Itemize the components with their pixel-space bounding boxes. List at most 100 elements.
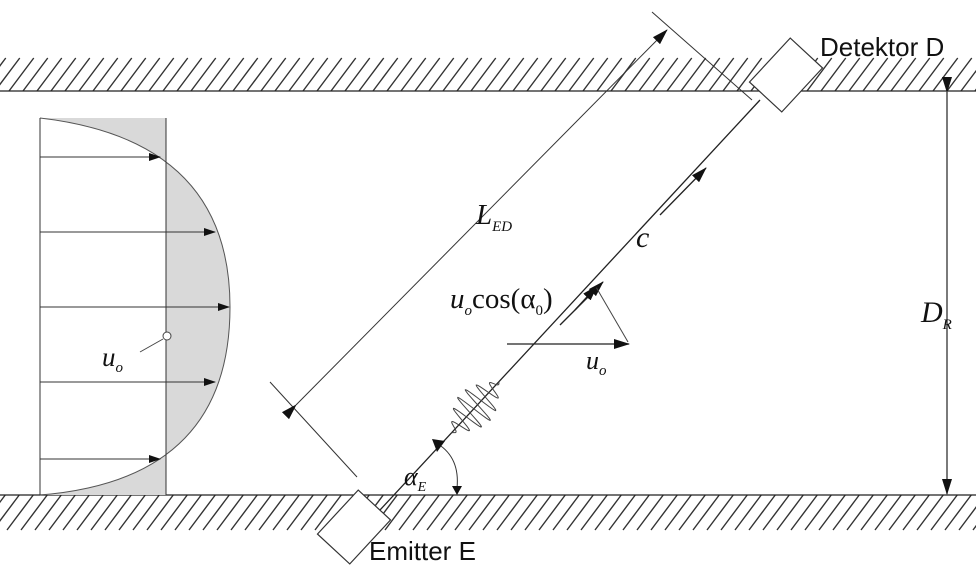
hatch-line [162,57,189,92]
hatch-line [692,494,720,531]
hatch-line [496,494,524,531]
emitter-transducer [316,489,392,565]
sound-direction-arrow [659,167,707,216]
hatch-line [64,57,91,92]
hatch-line [960,69,976,92]
hatch-line [930,494,958,531]
hatch-line [316,57,343,92]
hatch-line [708,57,735,92]
hatch-line [624,57,651,92]
hatch-line [848,57,875,92]
hatch-line [888,494,916,531]
hatch-line [216,494,244,531]
hatch-line [384,494,412,531]
hatch-line [174,494,202,531]
hatch-line [358,57,385,92]
path-length-label: LED [475,199,512,235]
hatch-line [566,494,594,531]
hatch-line [232,57,259,92]
hatch-line [734,494,762,531]
hatch-line [188,494,216,531]
hatch-line [636,494,664,531]
hatch-line [78,57,105,92]
hatch-line [722,57,749,92]
hatch-line [790,494,818,531]
hatch-line [916,494,944,531]
hatch-line [876,57,903,92]
hatch-line [846,494,874,531]
hatch-line [372,57,399,92]
projection-line [595,286,629,343]
hatch-line [650,494,678,531]
hatch-line [0,57,7,67]
hatch-line [554,57,581,92]
hatch-line [118,494,146,531]
hatch-line [832,494,860,531]
hatch-line [470,57,497,92]
detector-transducer [748,37,824,113]
hatch-line [874,494,902,531]
hatch-line [414,57,441,92]
hatch-line [580,494,608,531]
hatch-line [6,494,34,531]
flow-component-label: uocos(α0) [450,283,553,319]
hatch-line [134,57,161,92]
top-pipe-wall [0,57,976,92]
hatch-line [440,494,468,531]
hatch-line [190,57,217,92]
hatch-line [0,494,20,522]
hatch-line [680,57,707,92]
flow-velocity-vector-label: uo [586,346,607,379]
hatch-line [904,57,931,92]
hatch-line [484,57,511,92]
hatch-line [862,57,889,92]
hatch-line [132,494,160,531]
hatch-line [694,57,721,92]
hatch-line [22,57,49,92]
hatch-line [426,494,454,531]
hatch-line [106,57,133,92]
velocity-profile-area [40,118,230,495]
hatch-line [160,494,188,531]
hatch-line [468,494,496,531]
hatch-line [568,57,595,92]
hatch-line [526,57,553,92]
hatch-line [594,494,622,531]
hatch-line [806,57,833,92]
path-length-dimension-line [281,29,668,420]
hatch-line [300,494,328,531]
hatch-line [512,57,539,92]
hatch-line [260,57,287,92]
hatch-line [286,494,314,531]
hatch-line [890,57,917,92]
hatch-line [510,494,538,531]
hatch-line [834,57,861,92]
hatch-line [652,57,679,92]
hatch-line [36,57,63,92]
detector-label: Detektor D [820,32,944,62]
hatch-line [258,494,286,531]
hatch-line [8,57,35,92]
hatch-line [48,494,76,531]
hatch-line [204,57,231,92]
hatch-line [958,506,976,531]
hatch-line [482,494,510,531]
velocity-profile-curve [39,117,231,496]
hatch-line [0,57,21,86]
bottom-pipe-wall [0,494,976,531]
profile-leader-line [139,338,164,353]
hatch-line [944,494,972,531]
hatch-line [0,494,6,504]
hatch-line [412,494,440,531]
hatch-line [524,494,552,531]
hatch-line [218,57,245,92]
hatch-line [62,494,90,531]
hatch-line [736,57,763,92]
hatch-line [902,494,930,531]
hatch-line [76,494,104,531]
angle-arc [437,443,458,489]
hatch-line [666,57,693,92]
hatch-line [400,57,427,92]
hatch-line [330,57,357,92]
